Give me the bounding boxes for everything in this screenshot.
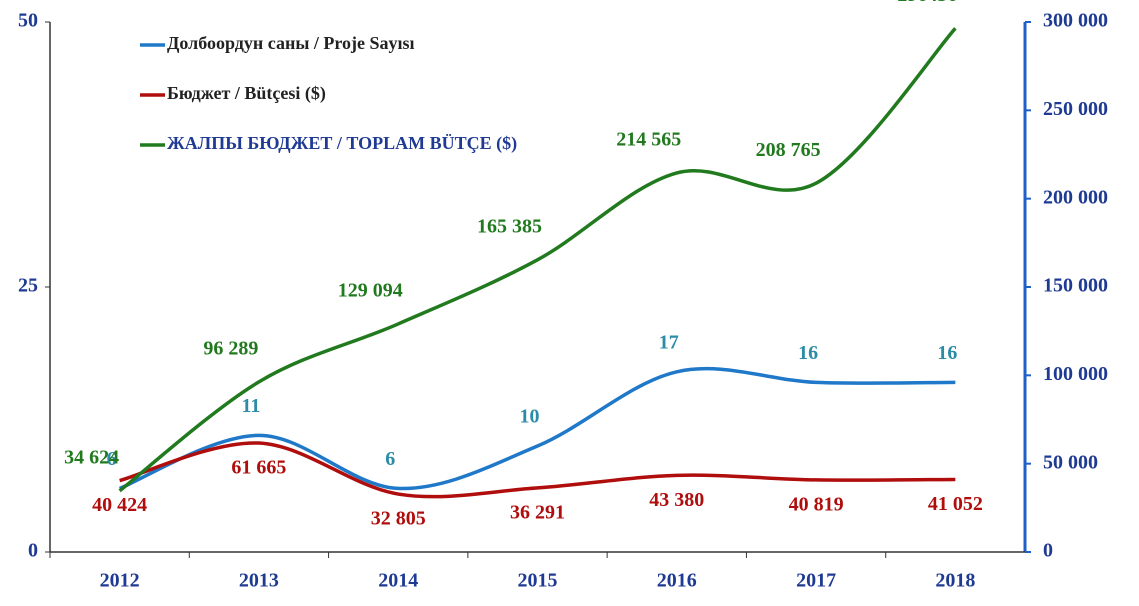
- data-label: 16: [937, 342, 957, 364]
- data-label: 165 385: [477, 215, 542, 237]
- data-label: 43 380: [649, 489, 704, 511]
- y2-tick-label: 300 000: [1043, 10, 1108, 32]
- legend-label: ЖАЛПЫ БЮДЖЕТ / TOPLAM BÜTÇE ($): [167, 133, 517, 154]
- data-label: 208 765: [756, 139, 821, 161]
- y2-tick-label: 150 000: [1043, 275, 1108, 297]
- data-label: 6: [107, 448, 117, 470]
- data-label: 129 094: [338, 280, 403, 302]
- data-label: 41 052: [928, 493, 983, 515]
- legend-label: Бюджет / Bütçesi ($): [167, 83, 326, 104]
- y2-tick-label: 50 000: [1043, 451, 1098, 473]
- x-tick-label: 2016: [657, 570, 697, 592]
- data-label: 6: [385, 448, 395, 470]
- data-label: 40 424: [92, 494, 147, 516]
- x-tick-label: 2018: [935, 570, 975, 592]
- series-line: [119, 366, 956, 491]
- x-tick-label: 2013: [239, 570, 279, 592]
- data-label: 11: [241, 395, 260, 417]
- series-line: [118, 27, 957, 493]
- data-label: 36 291: [510, 501, 565, 523]
- x-tick-label: 2014: [378, 570, 418, 592]
- legend-label: Долбоордун саны / Proje Sayısı: [167, 33, 415, 53]
- data-label: 296436: [897, 0, 957, 6]
- x-tick-label: 2012: [100, 570, 140, 592]
- data-label: 61 665: [231, 457, 286, 479]
- data-label: 10: [520, 406, 540, 428]
- y-tick-label: 50: [18, 10, 38, 32]
- series-line: [119, 441, 956, 499]
- data-label: 17: [659, 331, 679, 353]
- x-tick-label: 2017: [796, 570, 836, 592]
- y-tick-label: 25: [18, 275, 38, 297]
- y-tick-label: 0: [28, 540, 38, 562]
- data-label: 96 289: [203, 337, 258, 359]
- data-label: 214 565: [616, 129, 681, 151]
- y2-tick-label: 0: [1043, 540, 1053, 562]
- data-label: 40 819: [789, 493, 844, 515]
- y2-tick-label: 250 000: [1043, 98, 1108, 120]
- data-label: 16: [798, 342, 818, 364]
- x-tick-label: 2015: [518, 570, 558, 592]
- data-label: 32 805: [371, 508, 426, 530]
- y2-tick-label: 100 000: [1043, 363, 1108, 385]
- y2-tick-label: 200 000: [1043, 186, 1108, 208]
- data-label: 34 624: [64, 446, 119, 468]
